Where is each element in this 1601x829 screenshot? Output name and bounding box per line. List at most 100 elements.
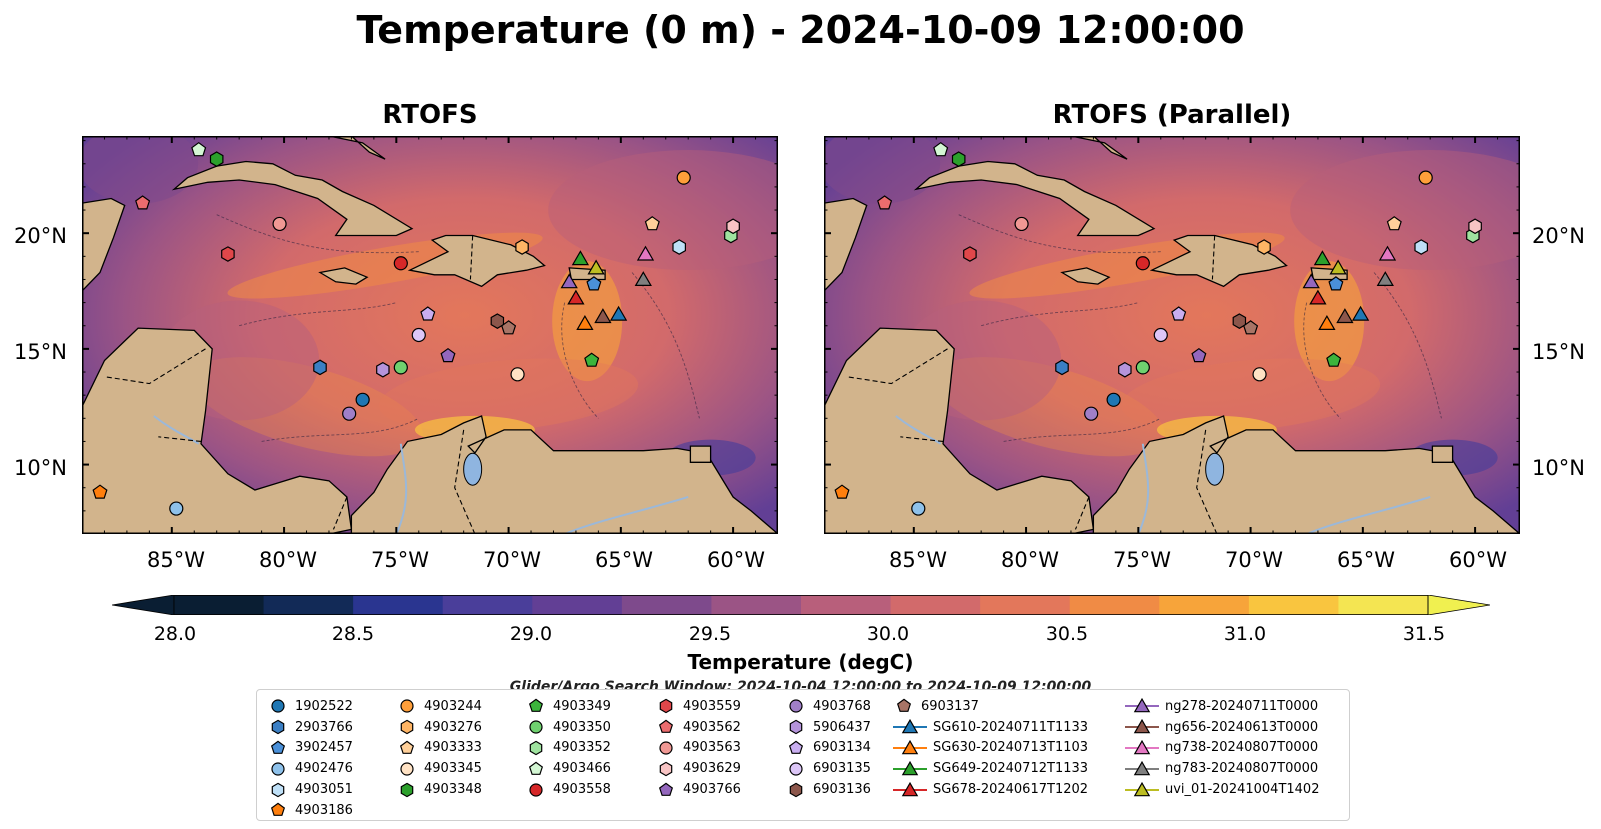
lon-tick-left-70: 70°W	[483, 548, 541, 572]
platform-marker-4903768	[1084, 406, 1099, 421]
legend-label: 4903766	[683, 782, 741, 798]
legend-marker-icon	[270, 803, 286, 817]
legend-marker-icon	[529, 740, 543, 756]
platform-marker-6903135	[411, 327, 426, 343]
lat-tick-left-15: 15°N	[14, 340, 67, 364]
legend-column: 4903559 4903562 4903563 4903629 4903766	[655, 696, 741, 800]
country-border	[1211, 235, 1216, 280]
platform-marker-4903766	[440, 347, 456, 363]
platform-marker-4903348	[209, 151, 224, 167]
sst-feature	[548, 150, 778, 271]
platform-marker-4903333	[644, 216, 660, 231]
land-south-america	[1092, 415, 1520, 534]
platform-marker-4903559	[221, 246, 235, 262]
right-map-svg	[824, 136, 1520, 534]
river-line	[564, 496, 689, 534]
colorbar-extend-max	[1427, 594, 1491, 616]
legend-marker	[529, 720, 543, 734]
legend-marker	[659, 741, 673, 755]
legend-item: 5906437	[785, 717, 871, 738]
colorbar-segment	[890, 595, 981, 615]
land-trinidad	[1431, 445, 1454, 463]
lon-tick-right-85: 85°W	[889, 548, 947, 572]
legend-marker-icon	[271, 699, 285, 713]
legend-marker-icon	[789, 762, 803, 776]
land-jamaica	[1060, 267, 1111, 285]
legend-marker	[270, 740, 286, 754]
lon-tick-right-75: 75°W	[1113, 548, 1171, 572]
colorbar-label: Temperature (degC)	[687, 650, 914, 674]
platform-marker-4903562	[135, 195, 151, 210]
legend-marker	[1133, 719, 1151, 734]
lat-tick-right-20: 20°N	[1532, 224, 1585, 248]
lon-tick-left-85: 85°W	[147, 548, 205, 572]
legend-item: 2903766	[267, 717, 353, 738]
lat-tick-right-10: 10°N	[1532, 456, 1585, 480]
country-border	[332, 496, 348, 530]
platform-marker-uvi_01-20241004t1402	[587, 259, 605, 275]
colorbar-tick-31-0: 31.0	[1223, 623, 1267, 645]
legend-label: 1902522	[295, 698, 353, 714]
platform-marker-ng783-20240807t0000	[634, 271, 652, 286]
legend-item: 4903563	[655, 738, 741, 759]
legend-label: ng738-20240807T0000	[1165, 740, 1319, 756]
lon-tick-right-80: 80°W	[1001, 548, 1059, 572]
country-border	[158, 436, 202, 442]
land-cuba	[913, 160, 1156, 237]
platform-marker-4903244	[1418, 170, 1433, 185]
river-line	[153, 415, 200, 445]
platform-marker-4903345	[1252, 367, 1267, 382]
legend-marker-icon	[789, 782, 803, 797]
legend-label: 4903466	[553, 761, 611, 777]
lat-tick-right-15: 15°N	[1532, 340, 1585, 364]
platform-marker-4903244	[676, 170, 691, 185]
legend-marker-icon	[893, 719, 927, 734]
legend-item: 4903466	[525, 758, 611, 779]
legend-marker-icon	[529, 782, 543, 797]
platform-marker-5906437	[1118, 361, 1132, 378]
legend-item: ng783-20240807T0000	[1125, 758, 1319, 779]
legend-marker	[271, 762, 285, 776]
legend-marker	[1133, 698, 1151, 713]
platform-marker-2903766	[1055, 359, 1069, 376]
lon-tick-right-60: 60°W	[1449, 548, 1507, 572]
left-map-svg	[82, 136, 778, 534]
platform-marker-2903766	[313, 359, 327, 376]
legend-label: 4903768	[813, 698, 871, 714]
sst-feature	[1121, 358, 1381, 432]
legend-item: 4903348	[396, 779, 482, 800]
legend-item: 4903276	[396, 717, 482, 738]
legend-marker-icon	[659, 761, 673, 777]
legend-marker-icon	[788, 740, 804, 754]
legend-label: 6903134	[813, 740, 871, 756]
lon-tick-right-65: 65°W	[1337, 548, 1395, 572]
platform-marker-4903350	[1135, 360, 1150, 375]
legend-marker-icon	[529, 720, 543, 734]
legend-marker	[1133, 739, 1151, 755]
land-central-america	[824, 327, 1095, 534]
colorbar-segment	[1248, 595, 1339, 615]
colorbar-segment	[532, 595, 623, 615]
platform-marker-sg649-20240712t1133	[571, 250, 590, 266]
legend-marker-icon	[789, 719, 803, 735]
platform-marker-4903350	[393, 360, 408, 375]
legend-marker-icon	[1125, 739, 1159, 755]
legend-marker-icon	[893, 739, 927, 755]
platform-marker-6903134	[420, 306, 436, 321]
colorbar-tick-31-5: 31.5	[1402, 623, 1446, 645]
legend-marker	[658, 782, 674, 796]
legend-label: 4903244	[424, 698, 482, 714]
legend-marker	[901, 781, 919, 796]
platform-marker-4903051	[672, 239, 687, 255]
legend-label: SG649-20240712T1133	[933, 761, 1089, 777]
sst-feature	[379, 358, 639, 432]
legend-marker	[271, 782, 285, 797]
land-yucatan	[82, 197, 126, 292]
legend-item: 4903345	[396, 758, 482, 779]
legend-marker-icon	[659, 699, 673, 714]
lat-tick-left-20: 20°N	[14, 224, 67, 248]
legend-marker	[271, 719, 285, 735]
map-frame	[82, 136, 778, 534]
legend-marker-icon	[789, 699, 803, 713]
legend-marker	[789, 699, 803, 713]
